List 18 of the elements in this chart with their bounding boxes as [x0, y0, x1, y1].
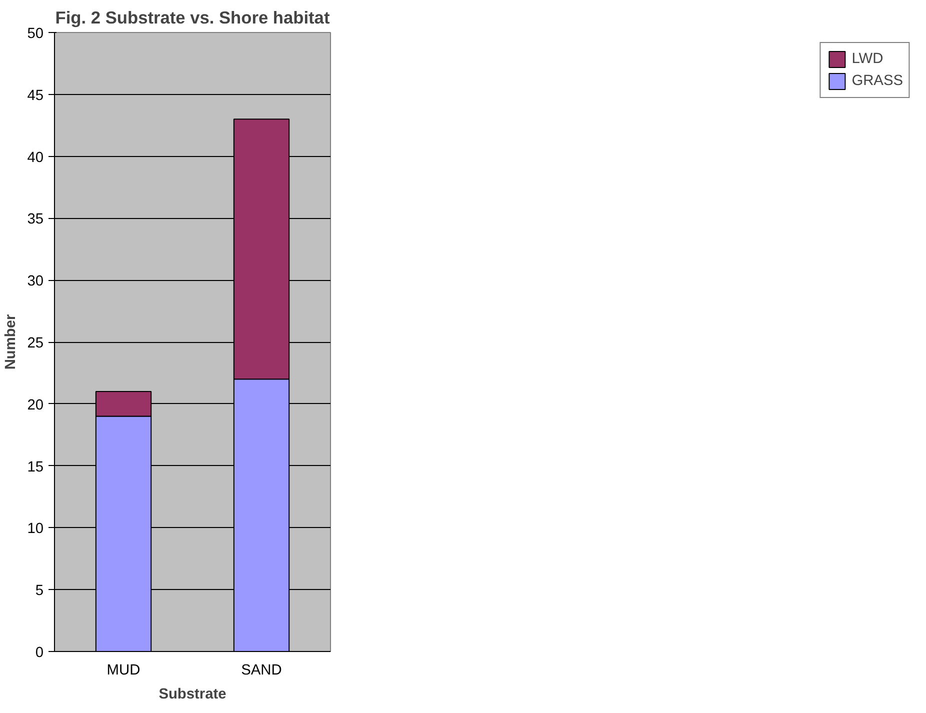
- y-tick-label: 25: [27, 336, 44, 352]
- y-tick-label: 10: [27, 521, 44, 538]
- y-tick-label: 15: [27, 459, 44, 476]
- y-tick-label: 20: [27, 397, 44, 414]
- legend-label: GRASS: [852, 73, 903, 89]
- y-tick-label: 40: [27, 150, 44, 166]
- y-tick-label: 0: [35, 645, 44, 661]
- y-tick-label: 30: [27, 274, 44, 290]
- y-tick-label: 35: [27, 212, 44, 228]
- y-tick-label: 50: [27, 26, 44, 42]
- y-tick-label: 45: [27, 88, 44, 104]
- legend-label: LWD: [852, 51, 884, 67]
- x-tick-label: SAND: [241, 662, 282, 678]
- x-tick-label: MUD: [106, 662, 140, 678]
- chart-title: Fig. 2 Substrate vs. Shore habitat: [55, 8, 330, 28]
- y-tick-label: 5: [35, 583, 44, 600]
- y-axis-title: Number: [3, 314, 20, 370]
- x-axis-title: Substrate: [158, 686, 226, 702]
